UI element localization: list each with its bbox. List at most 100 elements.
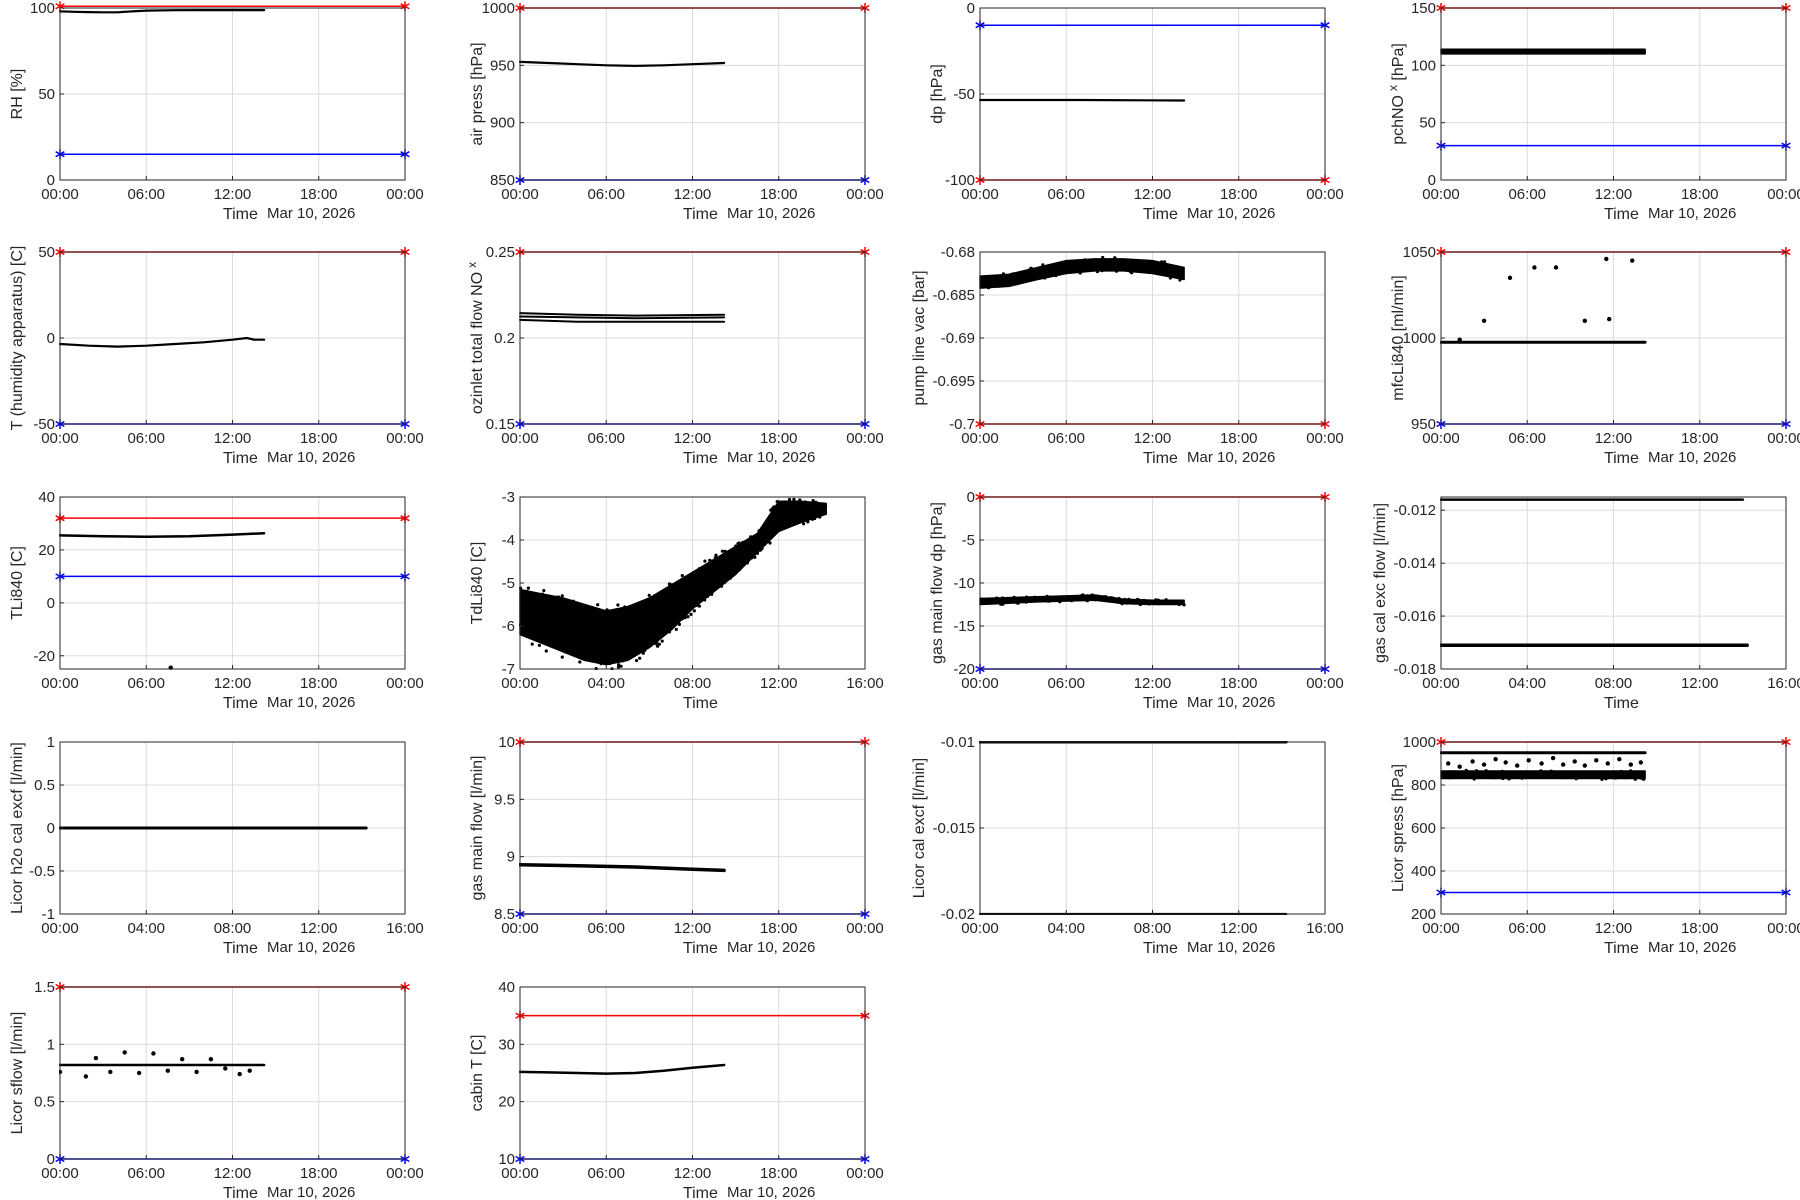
data-point (710, 592, 714, 597)
data-point (763, 541, 768, 545)
x-tick-label: 00:00 (501, 186, 539, 203)
data-point (691, 573, 696, 577)
y-axis-label: T (humidity apparatus) [C] (9, 246, 26, 431)
data-point (556, 635, 561, 640)
data-point (630, 622, 634, 626)
data-point (1633, 777, 1637, 781)
data-point (734, 544, 738, 548)
chart-gasmainflow: 8.5 9 9.5 10 00:00 06:00 12:00 18:00 00:00 Time Ma… (469, 734, 884, 957)
y-tick-label: 600 (1411, 820, 1436, 837)
data-point (1078, 271, 1082, 275)
data-point (714, 553, 718, 557)
data-point (1033, 595, 1037, 599)
data-point (781, 526, 786, 530)
data-point (767, 528, 771, 532)
data-point (755, 540, 759, 544)
y-tick-label: 0 (1428, 172, 1436, 189)
y-tick-label: 20 (38, 542, 55, 559)
data-point (802, 512, 807, 516)
data-point (581, 640, 585, 644)
data-point (540, 592, 545, 596)
y-tick-label: -0.02 (941, 906, 975, 923)
data-point (1604, 777, 1608, 781)
data-point (774, 525, 778, 529)
data-point (668, 611, 672, 615)
data-point (787, 505, 791, 509)
data-point (554, 595, 558, 599)
data-point (1160, 260, 1164, 264)
data-point (726, 558, 730, 562)
x-tick-label: 06:00 (1508, 430, 1546, 447)
data-point (627, 639, 631, 643)
series-data (59, 9, 266, 14)
data-point (1111, 596, 1115, 600)
data-point (634, 607, 639, 612)
data-point (705, 570, 709, 574)
data-point (755, 551, 760, 555)
data-point (594, 625, 598, 629)
data-layer (1440, 256, 1647, 344)
data-point (1043, 276, 1047, 280)
data-point (1076, 598, 1081, 602)
data-point (606, 649, 610, 654)
data-point (767, 522, 771, 526)
data-point (571, 599, 576, 603)
x-tick-label: 00:00 (501, 430, 539, 447)
data-point (1639, 776, 1643, 780)
x-tick-label: 00:00 (1422, 186, 1460, 203)
y-tick-label: -0.68 (941, 244, 975, 261)
data-point (532, 636, 536, 640)
data-point (624, 644, 628, 649)
data-point (643, 637, 648, 641)
y-tick-label: 950 (1411, 416, 1436, 433)
x-tick-label: 18:00 (760, 920, 798, 937)
data-point (727, 565, 731, 570)
x-tick-label: 18:00 (1220, 675, 1258, 692)
data-point (1520, 776, 1524, 780)
date-label: Mar 10, 2026 (267, 449, 355, 466)
data-point (1507, 777, 1511, 781)
data-point (806, 520, 810, 524)
data-point (561, 600, 565, 604)
data-point (775, 500, 779, 504)
data-point (720, 549, 725, 553)
data-point (1589, 774, 1593, 779)
x-tick-label: 06:00 (1047, 675, 1085, 692)
x-tick-label: 08:00 (674, 675, 712, 692)
data-point (1163, 265, 1167, 269)
data-point (806, 505, 810, 509)
y-tick-label: 0 (47, 820, 55, 837)
data-point (737, 564, 741, 568)
x-tick-label: 06:00 (587, 186, 625, 203)
data-point (1572, 759, 1577, 764)
y-tick-label: -5 (502, 575, 515, 592)
data-point (1011, 278, 1015, 282)
data-point (1491, 770, 1495, 774)
date-label: Mar 10, 2026 (727, 939, 815, 956)
data-point (814, 500, 818, 504)
data-point (655, 604, 660, 609)
series-data (519, 862, 726, 873)
data-point (1083, 258, 1087, 262)
y-tick-label: -5 (962, 532, 975, 549)
date-label: Mar 10, 2026 (1187, 939, 1275, 956)
data-point (534, 608, 538, 612)
data-point (1070, 599, 1074, 603)
data-point (787, 523, 791, 527)
data-point (789, 518, 794, 522)
data-point (615, 627, 619, 632)
data-point (563, 606, 567, 610)
x-axis-label: Time (1604, 206, 1639, 223)
x-tick-label: 12:00 (1595, 920, 1633, 937)
data-point (788, 502, 792, 506)
x-tick-label: 00:00 (41, 920, 79, 937)
y-tick-label: 400 (1411, 863, 1436, 880)
x-tick-label: 00:00 (386, 430, 424, 447)
y-tick-label: 20 (498, 1094, 515, 1111)
data-point (560, 603, 565, 607)
data-point (705, 579, 709, 583)
data-point (1539, 769, 1543, 773)
series-upper (519, 312, 726, 317)
x-tick-label: 16:00 (386, 920, 424, 937)
data-point (822, 505, 826, 509)
